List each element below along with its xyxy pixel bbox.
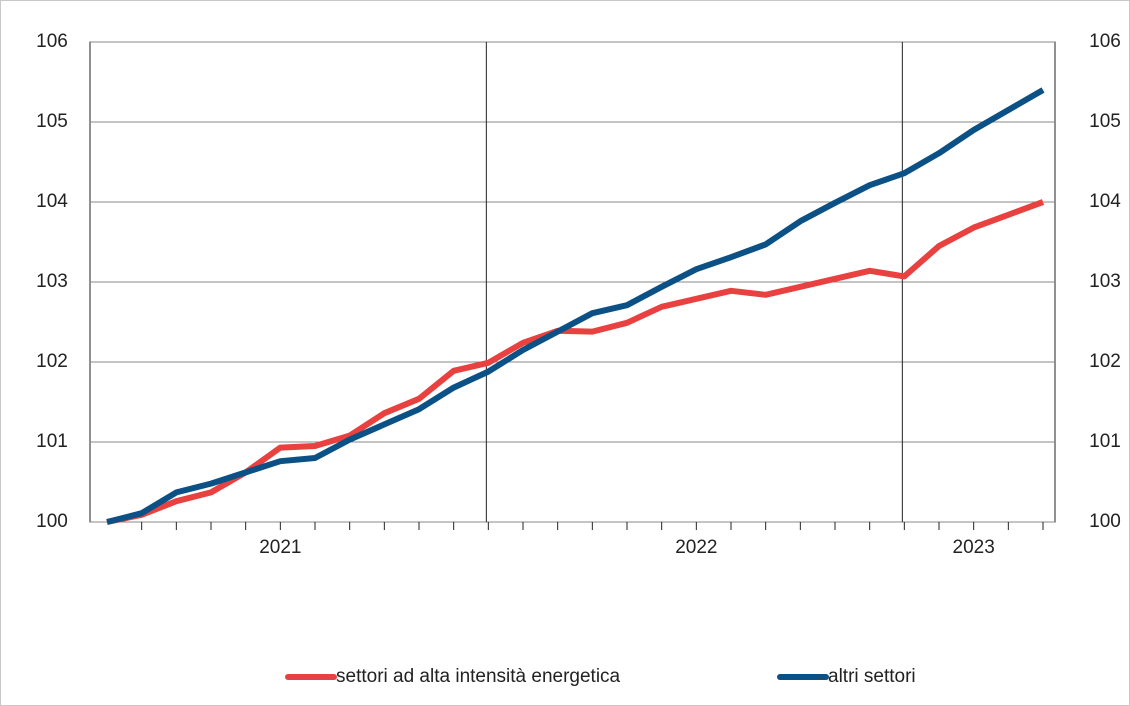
line-series [106, 87, 1045, 525]
x-tick-label: 2022 [675, 537, 717, 558]
y2-tick-label: 101 [1089, 431, 1121, 452]
x-tick-label: 2021 [259, 537, 301, 558]
y2-tick-label: 105 [1089, 111, 1121, 132]
y-tick-label: 100 [36, 511, 68, 532]
y2-tick-label: 106 [1089, 31, 1121, 52]
y-tick-label: 106 [36, 31, 68, 52]
y-tick-label: 104 [36, 191, 68, 212]
y2-tick-label: 104 [1089, 191, 1121, 212]
y2-tick-label: 100 [1089, 511, 1121, 532]
y2-tick-label: 103 [1089, 271, 1121, 292]
y-tick-label: 105 [36, 111, 68, 132]
y-tick-label: 103 [36, 271, 68, 292]
legend-label: settori ad alta intensità energetica [336, 666, 621, 687]
legend-label: altri settori [828, 666, 916, 687]
line-series [106, 199, 1045, 525]
y-tick-label: 101 [36, 431, 68, 452]
y2-tick-label: 102 [1089, 351, 1121, 372]
x-tick-label: 2023 [953, 537, 995, 558]
y-tick-label: 102 [36, 351, 68, 372]
